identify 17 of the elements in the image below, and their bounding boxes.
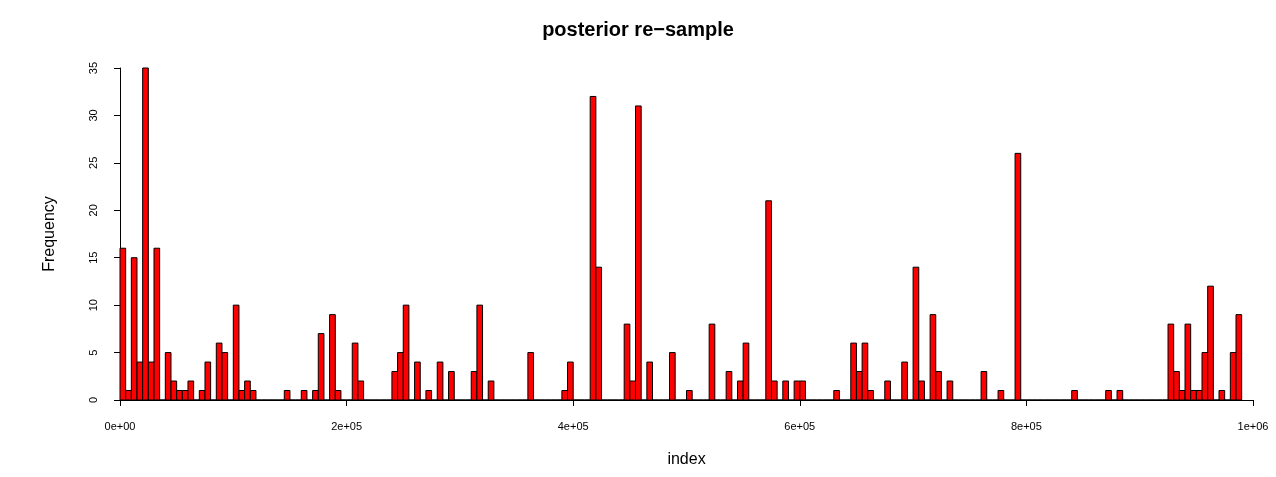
x-axis-title: index [667, 449, 706, 467]
y-tick-label: 15 [86, 251, 99, 264]
x-tick-label: 6e+05 [784, 419, 816, 432]
y-tick-label: 20 [86, 204, 99, 217]
chart-title: posterior re−sample [542, 18, 734, 40]
x-tick-label: 2e+05 [331, 419, 363, 432]
y-tick-label: 5 [86, 349, 99, 356]
y-tick-label: 0 [86, 396, 99, 404]
y-tick-label: 25 [86, 156, 99, 169]
x-tick-label: 4e+05 [557, 419, 589, 432]
y-axis-title: Frequency [39, 196, 57, 272]
y-tick-label: 35 [86, 61, 99, 75]
x-tick-label: 0e+00 [104, 419, 136, 432]
x-tick-label: 1e+06 [1237, 419, 1269, 432]
x-tick-label: 8e+05 [1010, 419, 1042, 432]
y-tick-label: 30 [86, 109, 99, 122]
y-tick-label: 10 [86, 299, 99, 312]
